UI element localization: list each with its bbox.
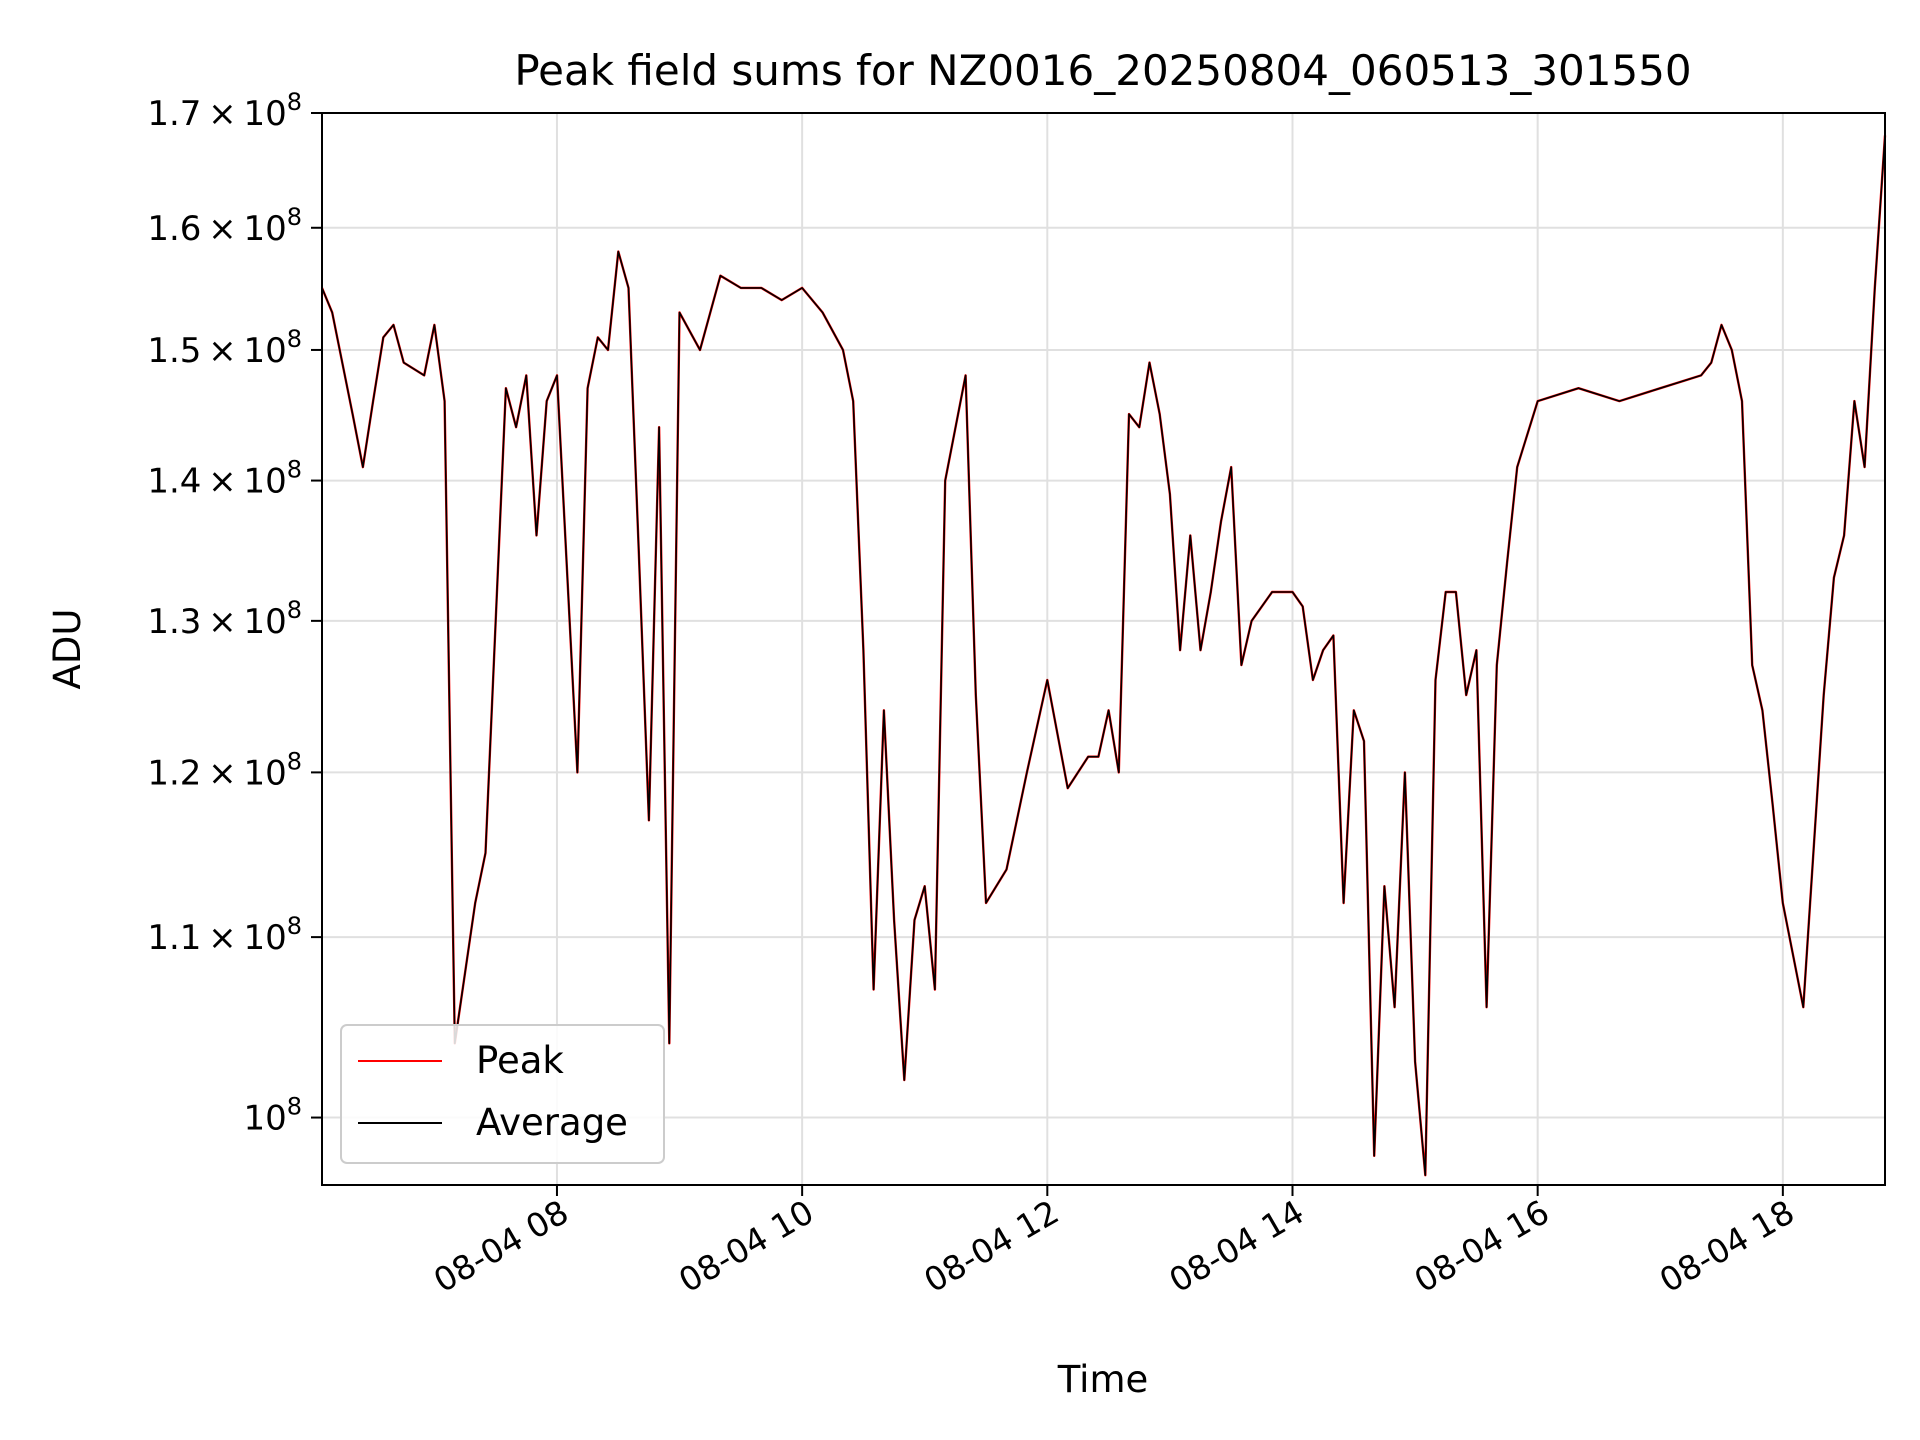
legend: Peak Average	[340, 1024, 665, 1164]
y-axis: 108 1.1 × 108 1.2 × 108 1.3 × 108 1.4 × 108 1…	[147, 88, 322, 1139]
y-tick-label: 1.5 × 108	[147, 325, 302, 371]
y-axis-label: ADU	[46, 609, 89, 690]
y-tick-label: 1.7 × 108	[147, 88, 302, 134]
series-line-average	[321, 135, 1886, 1176]
plot-frame	[321, 112, 1886, 1186]
chart-title: Peak field sums for NZ0016_20250804_0605…	[514, 46, 1691, 95]
y-tick-label: 1.2 × 108	[147, 747, 302, 793]
legend-average-label: Average	[476, 1101, 628, 1144]
x-axis-label: Time	[1057, 1358, 1149, 1401]
y-tick-label: 1.1 × 108	[147, 912, 302, 958]
y-tick-label: 1.3 × 108	[147, 596, 302, 642]
y-tick-label: 108	[243, 1093, 302, 1139]
legend-peak-label: Peak	[476, 1039, 564, 1082]
y-tick-label: 1.6 × 108	[147, 203, 302, 249]
plot-lines	[320, 135, 1887, 1177]
legend-box	[340, 1024, 665, 1164]
y-tick-label: 1.4 × 108	[147, 456, 302, 502]
